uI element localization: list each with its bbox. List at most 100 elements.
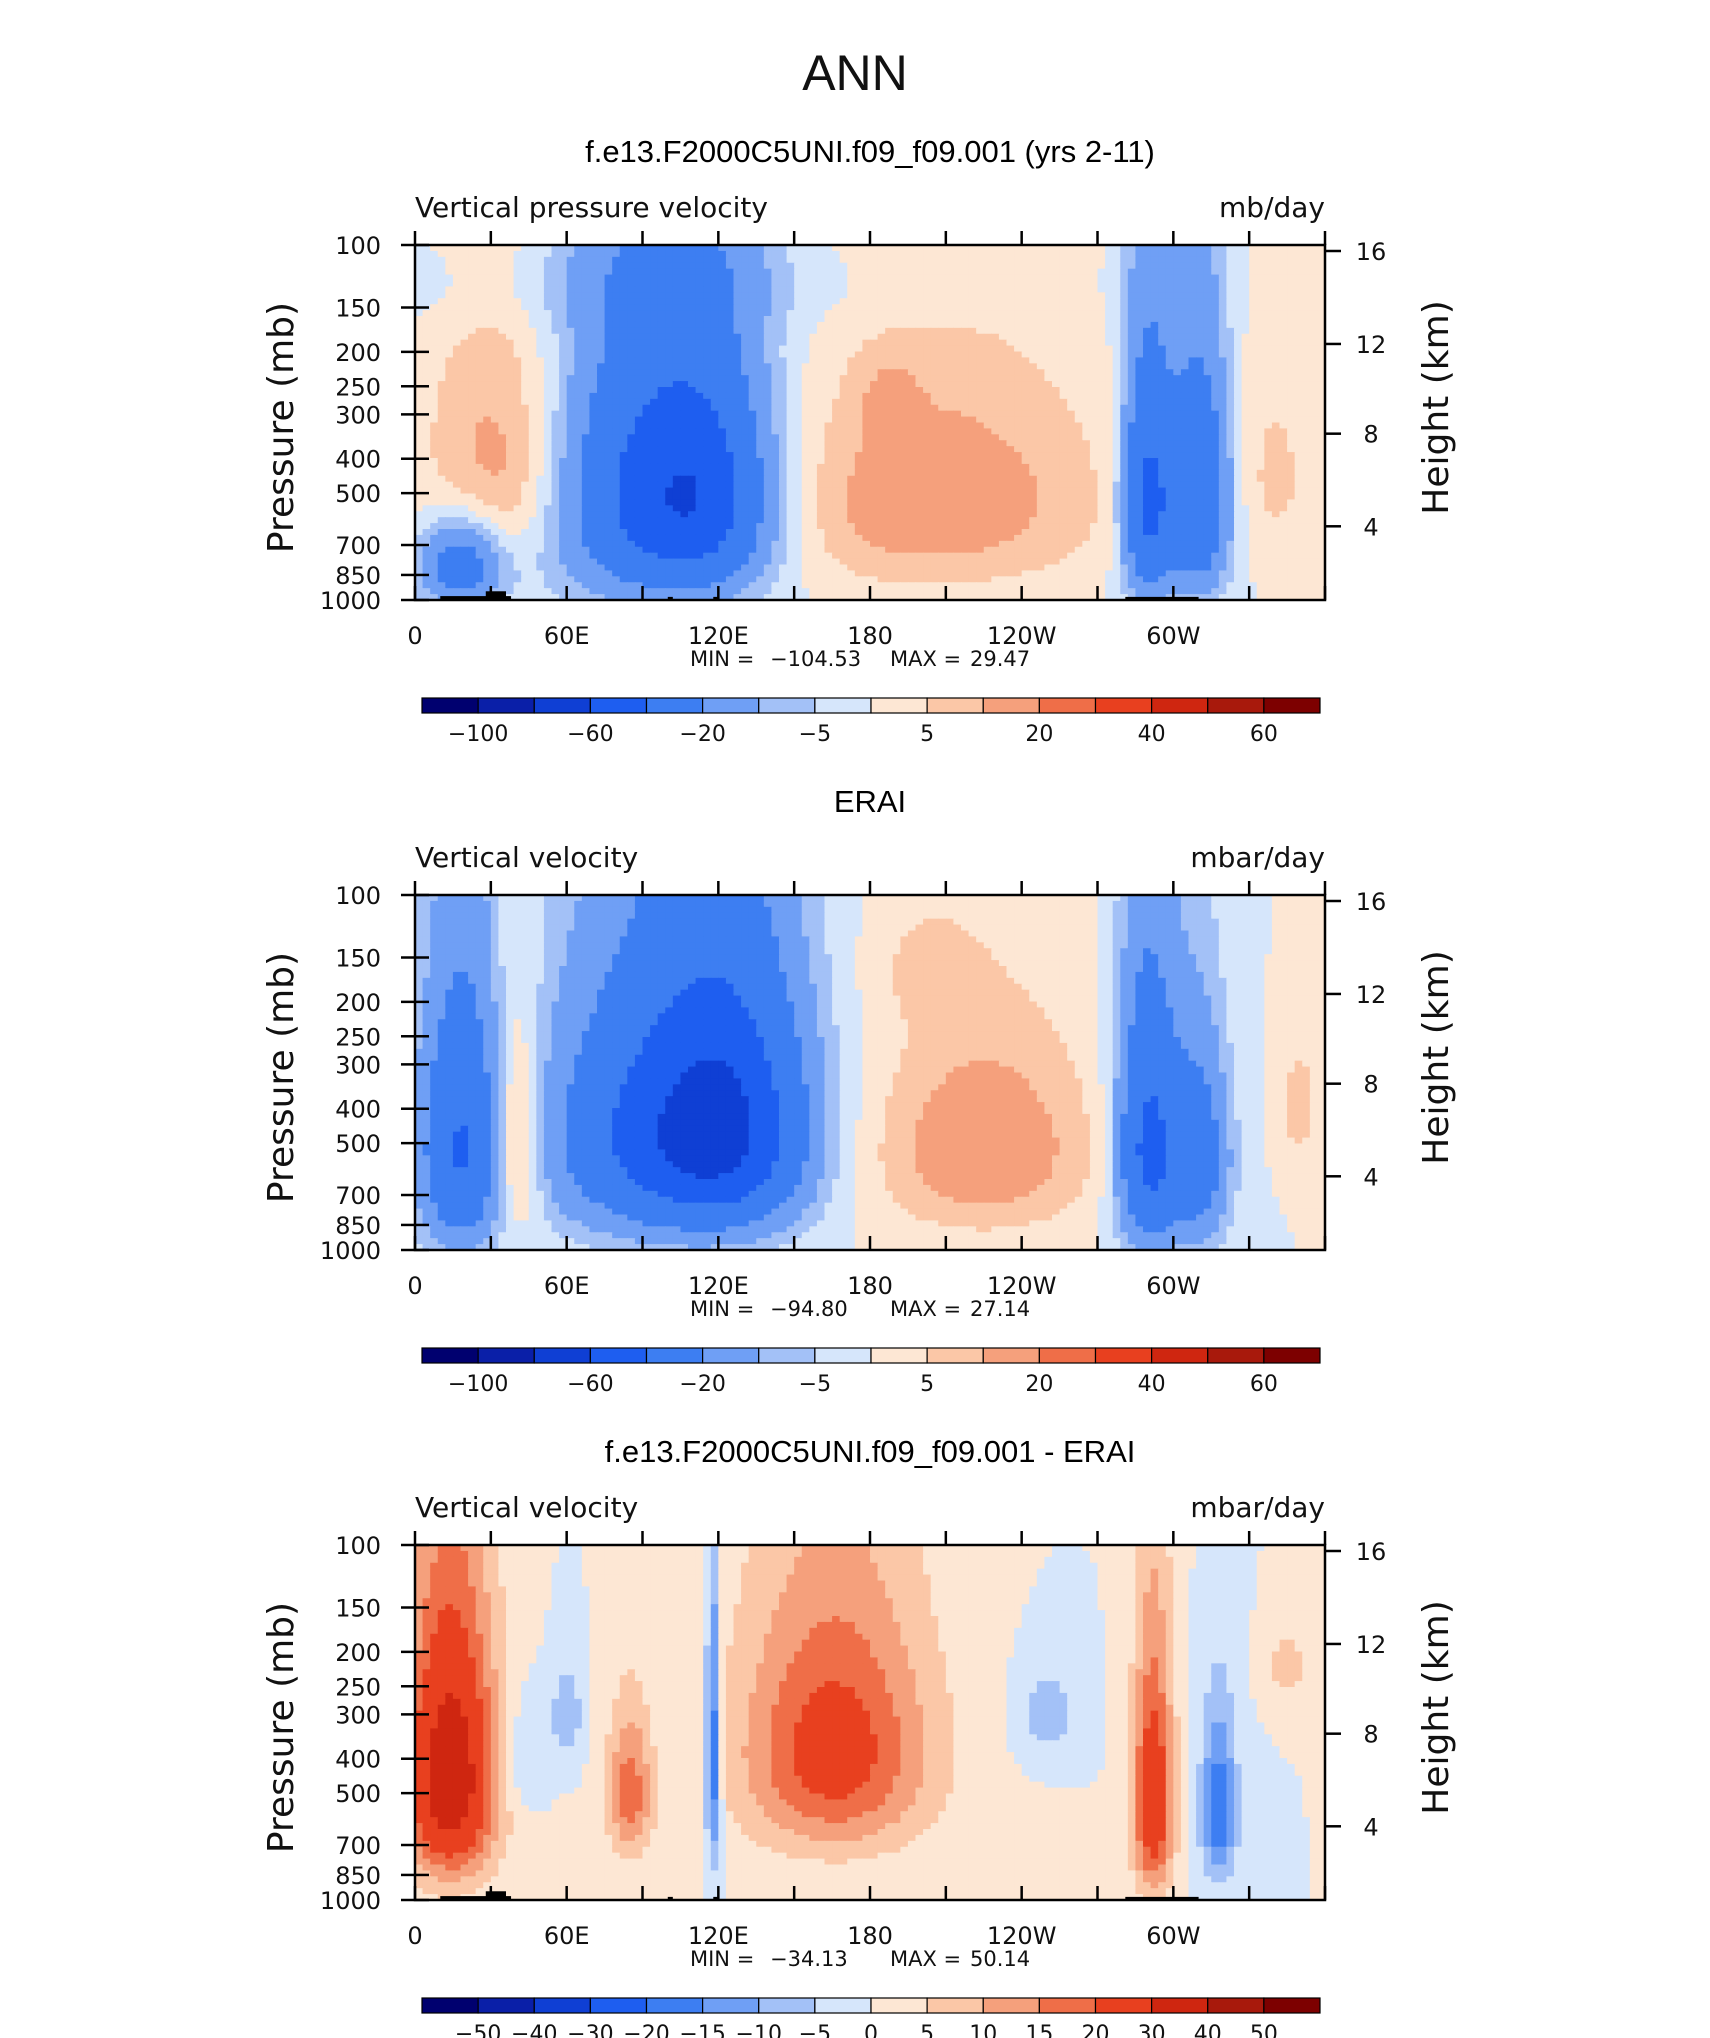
field-cell <box>840 281 848 288</box>
field-cell <box>1098 292 1106 299</box>
field-cell <box>900 340 908 347</box>
field-cell <box>771 346 779 353</box>
field-cell <box>862 411 870 418</box>
field-cell <box>764 346 772 353</box>
field-cell <box>1287 281 1295 288</box>
field-cell <box>1310 251 1318 258</box>
field-cell <box>506 322 514 329</box>
field-cell <box>999 464 1007 471</box>
field-cell <box>1219 357 1227 364</box>
field-cell <box>461 470 469 477</box>
field-cell <box>999 470 1007 477</box>
field-cell <box>840 399 848 406</box>
field-cell <box>756 322 764 329</box>
field-cell <box>1204 263 1212 270</box>
field-cell <box>847 298 855 305</box>
field-cell <box>787 298 795 305</box>
field-cell <box>1082 257 1090 264</box>
field-cell <box>734 411 742 418</box>
field-cell <box>688 304 696 311</box>
field-cell <box>1022 375 1030 382</box>
field-cell <box>696 352 704 359</box>
field-cell <box>787 263 795 270</box>
field-cell <box>885 387 893 394</box>
field-cell <box>605 292 613 299</box>
field-cell <box>430 375 438 382</box>
field-cell <box>734 346 742 353</box>
field-cell <box>802 411 810 418</box>
field-cell <box>1067 381 1075 388</box>
field-cell <box>461 310 469 317</box>
field-cell <box>1090 257 1098 264</box>
field-cell <box>1044 434 1052 441</box>
field-cell <box>900 298 908 305</box>
field-cell <box>726 316 734 323</box>
field-cell <box>885 257 893 264</box>
field-cell <box>999 363 1007 370</box>
field-cell <box>445 257 453 264</box>
field-cell <box>779 322 787 329</box>
field-cell <box>605 304 613 311</box>
field-cell <box>734 292 742 299</box>
field-cell <box>1257 340 1265 347</box>
field-cell <box>832 304 840 311</box>
field-cell <box>703 275 711 282</box>
field-cell <box>1120 257 1128 264</box>
field-cell <box>461 405 469 412</box>
field-cell <box>703 417 711 424</box>
field-cell <box>1166 387 1174 394</box>
field-cell <box>483 440 491 447</box>
field-cell <box>627 417 635 424</box>
field-cell <box>726 464 734 471</box>
field-cell <box>1037 328 1045 335</box>
field-cell <box>1181 417 1189 424</box>
field-cell <box>862 281 870 288</box>
field-cell <box>483 281 491 288</box>
field-cell <box>506 476 514 483</box>
field-cell <box>483 263 491 270</box>
field-cell <box>445 417 453 424</box>
field-cell <box>1120 428 1128 435</box>
field-cell <box>870 340 878 347</box>
field-cell <box>1219 340 1227 347</box>
field-cell <box>1044 482 1052 489</box>
field-cell <box>559 399 567 406</box>
field-cell <box>809 423 817 430</box>
field-cell <box>1113 298 1121 305</box>
field-cell <box>567 257 575 264</box>
field-cell <box>438 322 446 329</box>
field-cell <box>468 292 476 299</box>
field-cell <box>514 381 522 388</box>
field-cell <box>1219 458 1227 465</box>
field-cell <box>643 257 651 264</box>
field-cell <box>1249 275 1257 282</box>
field-cell <box>908 257 916 264</box>
field-cell <box>650 251 658 258</box>
field-cell <box>1211 411 1219 418</box>
field-cell <box>870 417 878 424</box>
field-cell <box>612 357 620 364</box>
field-cell <box>605 411 613 418</box>
field-cell <box>764 334 772 341</box>
field-cell <box>847 352 855 359</box>
field-cell <box>726 281 734 288</box>
field-cell <box>1280 298 1288 305</box>
field-cell <box>1029 434 1037 441</box>
field-cell <box>832 316 840 323</box>
field-cell <box>855 298 863 305</box>
field-cell <box>809 275 817 282</box>
field-cell <box>900 458 908 465</box>
field-cell <box>688 275 696 282</box>
field-cell <box>969 334 977 341</box>
field-cell <box>1014 423 1022 430</box>
field-cell <box>771 257 779 264</box>
field-cell <box>840 346 848 353</box>
field-cell <box>794 393 802 400</box>
field-cell <box>1067 363 1075 370</box>
field-cell <box>1204 369 1212 376</box>
field-cell <box>779 488 787 495</box>
field-cell <box>1204 440 1212 447</box>
field-cell <box>779 387 787 394</box>
field-cell <box>1287 446 1295 453</box>
field-cell <box>1082 340 1090 347</box>
